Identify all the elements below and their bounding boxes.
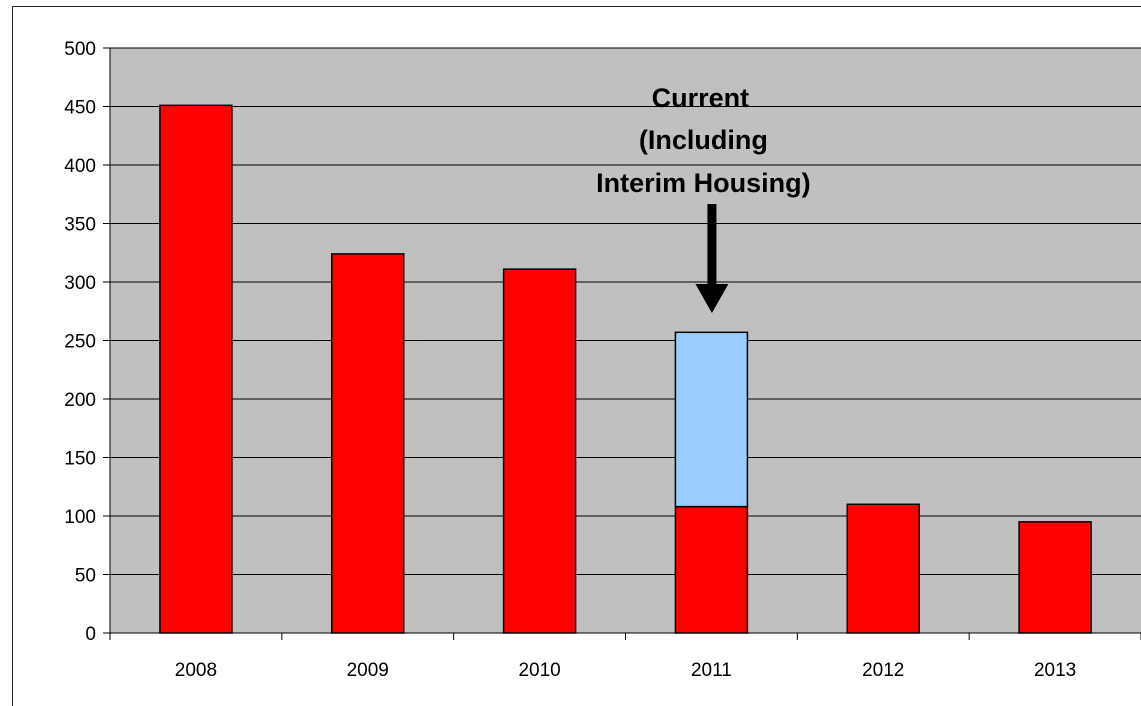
annotation-line-3: Interim Housing) [596,168,811,198]
bars [159,104,1092,634]
bar-2009-series-1 [331,253,405,634]
x-tick-label-2012: 2012 [862,660,904,681]
y-tick-label-100: 100 [64,507,96,528]
annotation-arrow-head [695,284,729,313]
y-tick-label-50: 50 [75,566,96,587]
bar-2008-series-1 [159,104,233,634]
annotation-arrow-shaft [707,204,717,286]
x-tick-label-2009: 2009 [347,660,389,681]
annotation: Current (Including Interim Housing) [596,83,811,313]
x-tick-label-2013: 2013 [1034,660,1076,681]
y-tick-label-200: 200 [64,390,96,411]
y-tick-label-250: 250 [64,332,96,353]
axes [103,47,1141,640]
y-tick-label-500: 500 [64,39,96,60]
x-tick-labels: 2008 2009 2010 2011 2012 2013 [175,660,1076,681]
annotation-line-1: Current [652,83,750,113]
y-tick-label-0: 0 [85,624,96,645]
x-tick-label-2008: 2008 [175,660,217,681]
y-tick-label-400: 400 [64,156,96,177]
y-tick-label-350: 350 [64,215,96,236]
y-tick-label-300: 300 [64,273,96,294]
bar-2010-series-1 [502,268,577,634]
bar-2013-series-1 [1018,521,1092,634]
gridlines [110,47,1141,575]
bar-2011-series-1 [674,505,749,634]
y-tick-label-150: 150 [64,449,96,470]
x-tick-label-2010: 2010 [518,660,560,681]
x-tick-label-2011: 2011 [691,660,732,681]
bar-2011-series-2 [674,331,749,508]
annotation-line-2: (Including [639,125,768,155]
y-tick-labels: 0 50 100 150 200 250 300 350 400 450 500 [64,39,96,645]
bar-2012-series-1 [846,503,920,634]
y-tick-label-450: 450 [64,98,96,119]
